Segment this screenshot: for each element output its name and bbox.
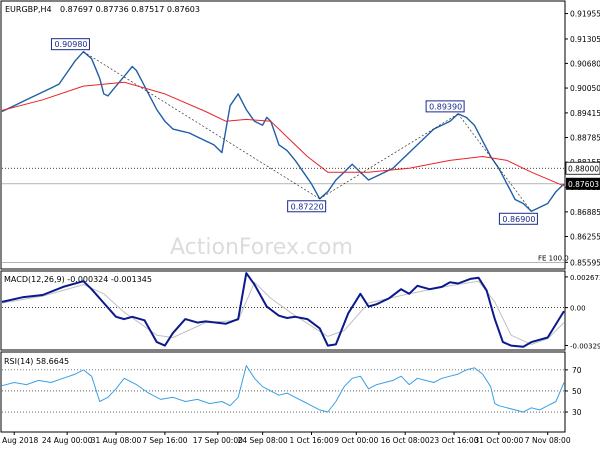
price-ytick-label: 0.90050 <box>570 84 600 93</box>
rsi-ytick-label: 50 <box>572 387 582 396</box>
price-panel-frame <box>0 0 566 270</box>
swing-label-text: 0.87220 <box>291 202 324 211</box>
macd-ytick-label: 0.00 <box>570 305 586 313</box>
macd-line <box>1 272 565 348</box>
xtick-label: 23 Oct 16:00 <box>430 436 479 445</box>
xtick-label: 9 Oct 00:00 <box>334 436 378 445</box>
fe-label: FE 100.0 <box>538 254 569 262</box>
xtick-label: 24 Sep 08:00 <box>238 436 288 445</box>
xtick-label: 24 Aug 00:00 <box>42 436 93 445</box>
price-ytick-label: 0.85595 <box>570 258 600 267</box>
macd-ytick-label: 0.002673 <box>570 274 600 282</box>
level-axis-box <box>565 161 600 175</box>
swing-label-box <box>425 100 465 113</box>
swing-label-box <box>50 38 90 51</box>
swing-label-box <box>287 200 327 213</box>
rsi-ytick-label: 70 <box>572 366 582 375</box>
rsi-line <box>1 365 565 413</box>
xtick-label: 7 Sep 16:00 <box>142 436 188 445</box>
rsi-panel-frame <box>0 351 566 433</box>
xtick-label: 7 Nov 08:00 <box>525 436 571 445</box>
current-price-axis-label: 0.87603 <box>568 180 599 189</box>
xtick-label: 16 Oct 08:00 <box>381 436 430 445</box>
price-ytick-label: 0.90680 <box>570 59 600 68</box>
xtick-label: 31 Aug 08:00 <box>91 436 142 445</box>
trend-line <box>319 113 459 200</box>
price-ytick-label: 0.86885 <box>570 208 600 217</box>
rsi-ytick-label: 30 <box>572 408 582 417</box>
rsi-panel-title: RSI(14) 58.6645 <box>4 357 69 366</box>
chart-header-symbol: EURGBP,H4 <box>5 5 52 14</box>
current-price-axis-box <box>566 177 600 190</box>
xtick-label: 31 Oct 00:00 <box>474 436 523 445</box>
macd-ytick-label: -0.003293 <box>570 342 600 350</box>
swing-label-text: 0.90980 <box>54 40 87 49</box>
price-ytick-label: 0.89415 <box>570 109 600 118</box>
level-axis-label: 0.88000 <box>568 164 599 173</box>
price-series-line <box>1 51 565 213</box>
macd-panel-title: MACD(12,26,9) -0.000324 -0.001345 <box>4 275 152 284</box>
price-ytick-label: 0.91305 <box>570 35 600 44</box>
moving-average-line <box>1 81 565 187</box>
price-ytick-label: 0.88785 <box>570 134 600 143</box>
price-ytick-label: 0.86255 <box>570 233 600 242</box>
xtick-label: 1 Oct 16:00 <box>289 436 333 445</box>
chart-header-ohlc: 0.87697 0.87736 0.87517 0.87603 <box>60 5 200 14</box>
swing-label-text: 0.86900 <box>502 215 535 224</box>
xtick-label: 16 Aug 2018 <box>0 436 38 445</box>
xtick-label: 17 Sep 00:00 <box>193 436 243 445</box>
macd-signal-line <box>1 280 565 345</box>
swing-label-text: 0.89390 <box>429 102 462 111</box>
macd-panel-frame <box>0 270 566 351</box>
trend-line <box>457 113 532 212</box>
price-ytick-label: 0.91955 <box>570 10 600 19</box>
watermark: ActionForex.com <box>170 235 353 260</box>
swing-label-box <box>498 212 538 225</box>
chart-layers: 0.91955 0.91305 0.90680 0.90050 0.89415 0.887… <box>0 10 600 445</box>
